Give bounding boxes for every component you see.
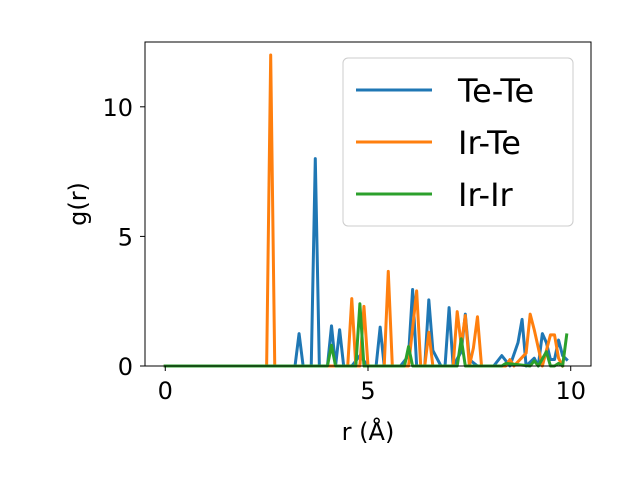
legend-label-ir-te: Ir-Te: [458, 124, 521, 162]
legend-label-te-te: Te-Te: [457, 72, 534, 110]
legend-box: [342, 57, 574, 227]
legend-label-ir-ir: Ir-Ir: [458, 176, 514, 214]
x-axis-label: r (Å): [342, 417, 395, 446]
series-line-te-te: [163, 157, 569, 368]
y-ticks: 0 5 10: [102, 94, 145, 381]
x-tick-label: 10: [555, 377, 586, 405]
x-ticks: 0 5 10: [158, 366, 586, 405]
x-tick-label: 5: [360, 377, 375, 405]
legend: Te-Te Ir-Te Ir-Ir: [342, 57, 574, 227]
x-tick-label: 0: [158, 377, 173, 405]
y-tick-label: 0: [118, 353, 133, 381]
y-axis-label: g(r): [64, 182, 92, 226]
y-tick-label: 5: [118, 223, 133, 251]
y-tick-label: 10: [102, 94, 133, 122]
